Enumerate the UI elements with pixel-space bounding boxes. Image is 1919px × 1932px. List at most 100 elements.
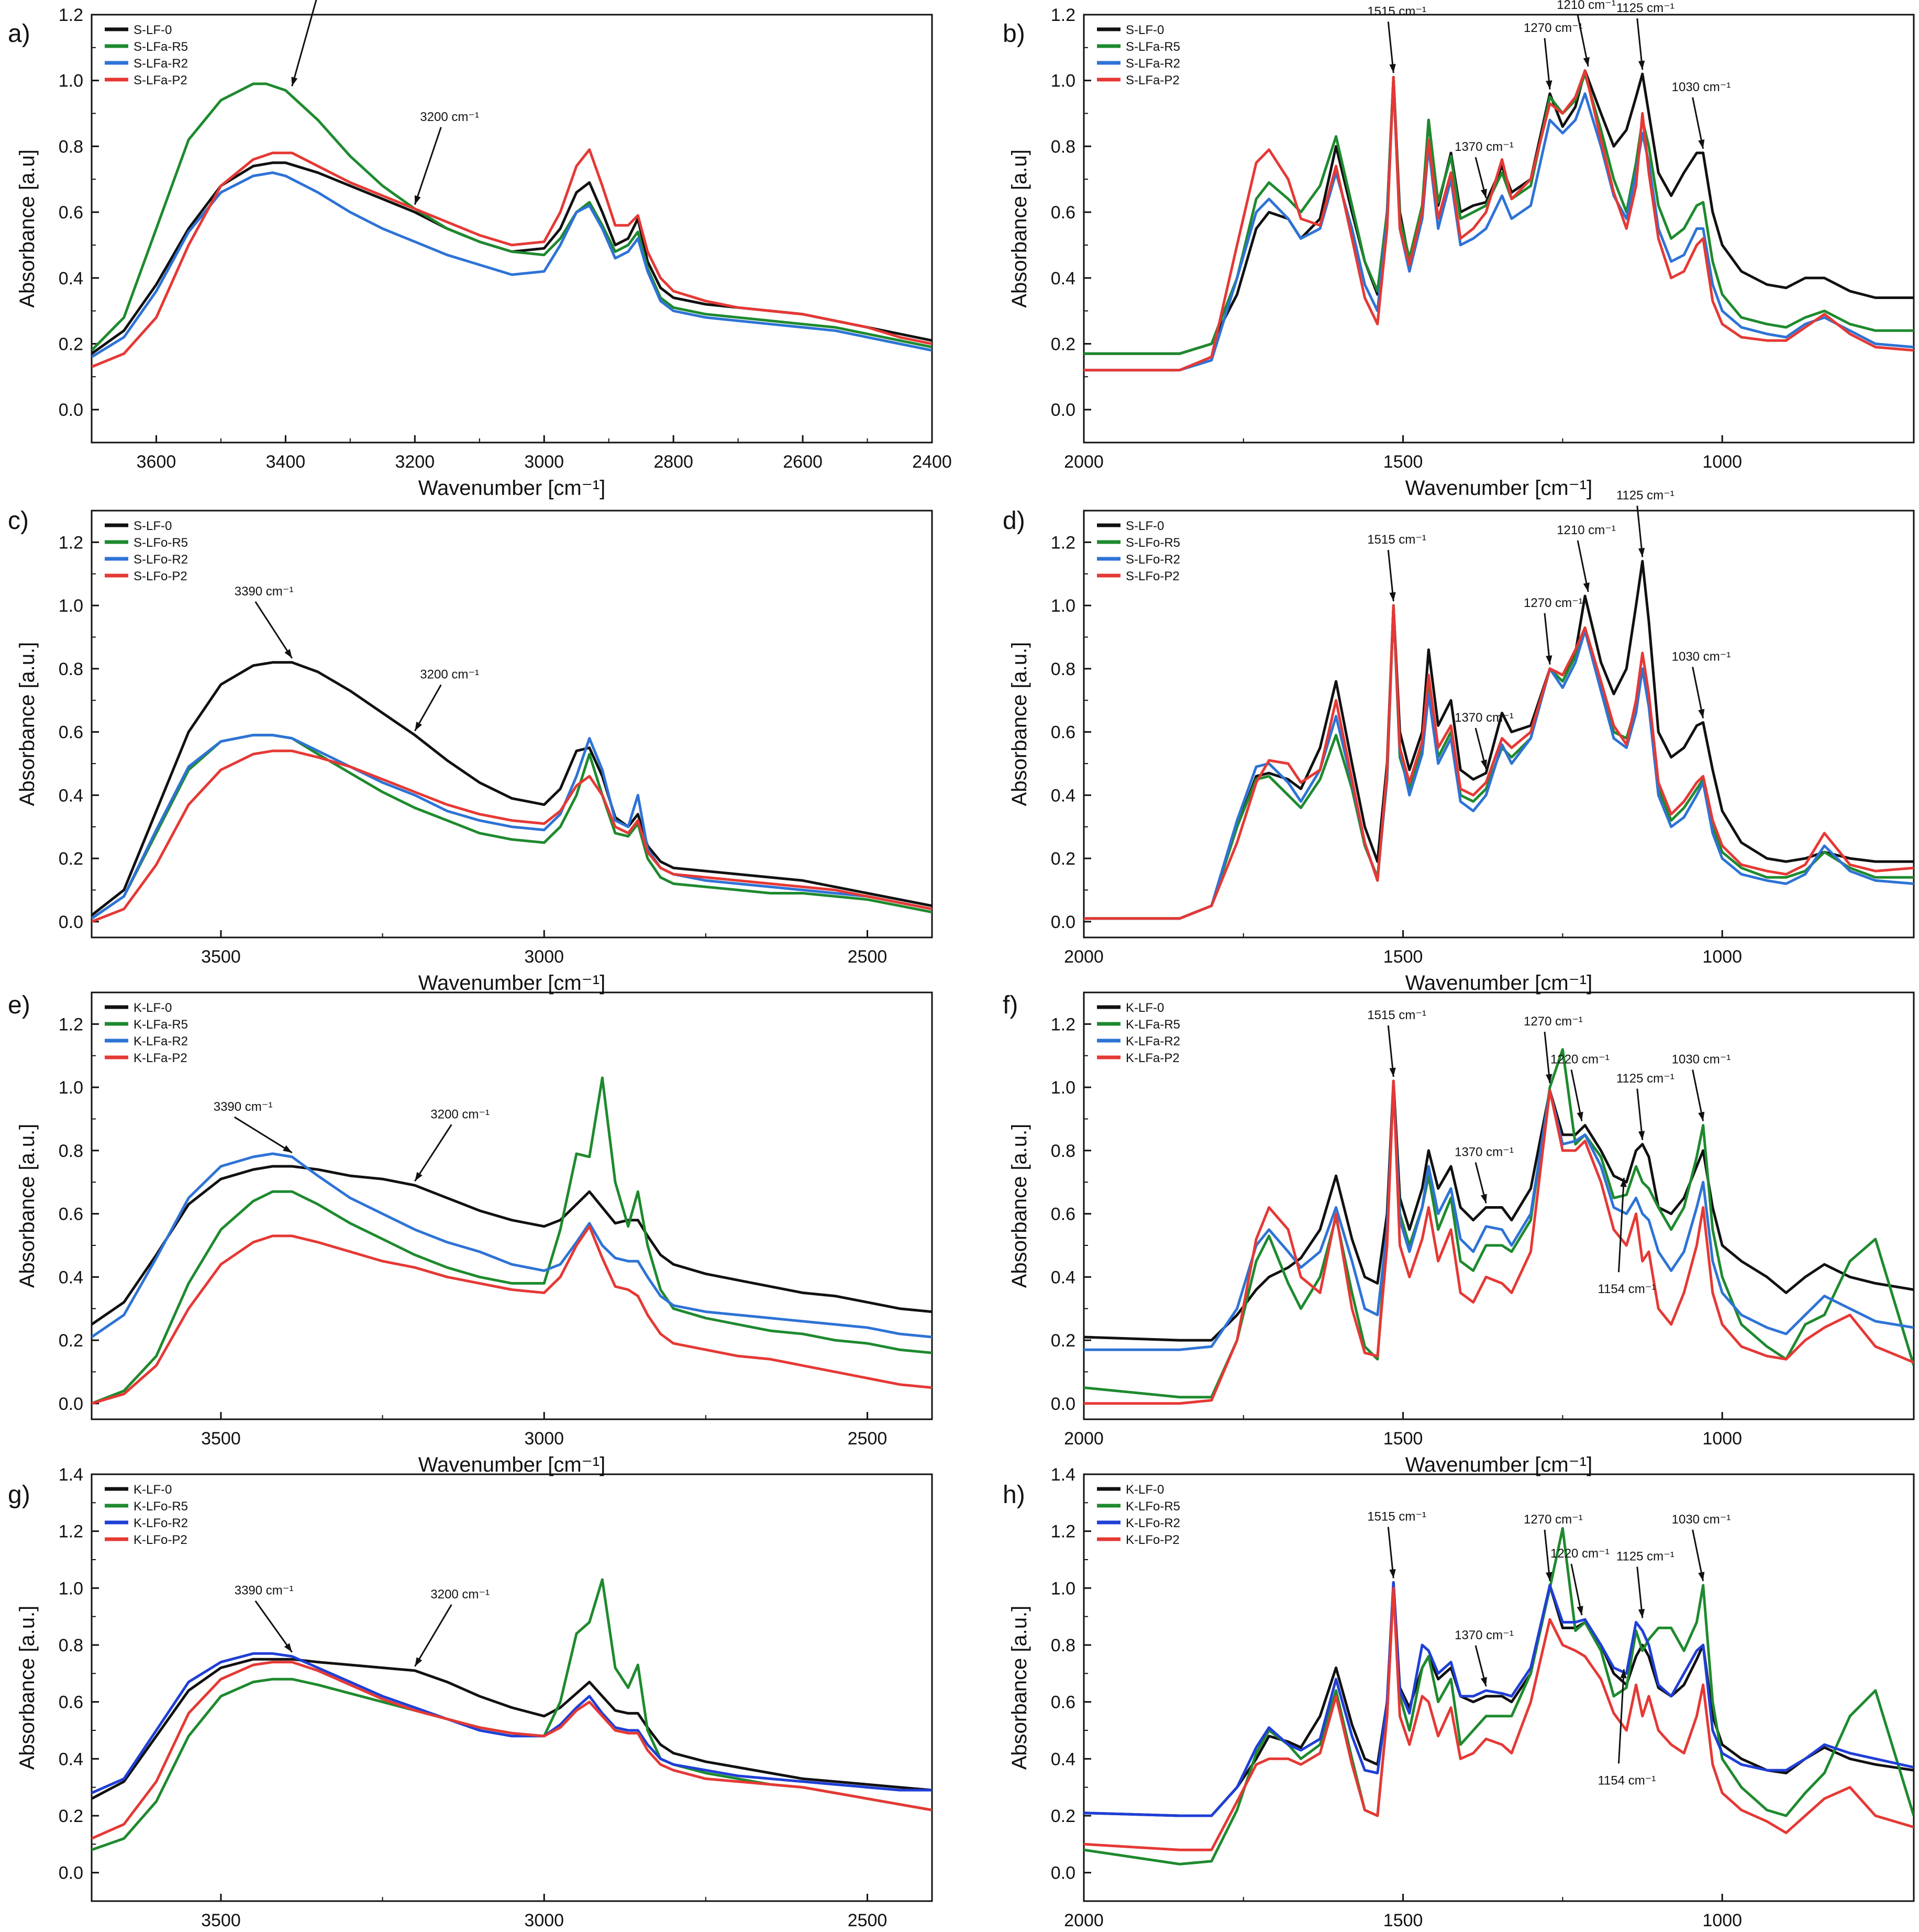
series-line-K-LFo-R5 <box>92 1578 932 1851</box>
y-tick-label: 1.2 <box>59 5 83 25</box>
y-tick-label: 1.0 <box>1051 596 1075 616</box>
legend-entry: S-LFo-R5 <box>1126 536 1180 550</box>
panel-label: b) <box>1003 20 1025 48</box>
series-line-S-LF-0 <box>92 661 932 917</box>
annotation-arrow <box>414 1604 452 1667</box>
annotation-label: 3390 cm⁻¹ <box>235 1584 294 1598</box>
annotation-label: 1125 cm⁻¹ <box>1616 1550 1674 1564</box>
y-tick-label: 0.4 <box>59 786 83 805</box>
annotation-arrowhead <box>414 195 421 205</box>
series-line-K-LFa-P2 <box>1084 1079 1914 1405</box>
y-tick-label: 1.0 <box>59 1078 83 1098</box>
y-tick-label: 0.8 <box>59 1141 83 1161</box>
y-tick-label: 1.0 <box>59 596 83 616</box>
plot-frame <box>1083 14 1915 444</box>
series-line-S-LFa-P2 <box>92 148 932 368</box>
x-tick-label: 1000 <box>1702 947 1742 967</box>
y-tick-label: 0.0 <box>1051 1863 1075 1883</box>
x-axis-label: Wavenumber [cm⁻¹] <box>1405 1453 1592 1476</box>
legend-entry: S-LF-0 <box>134 23 172 37</box>
series-line-K-LFo-R2 <box>92 1652 932 1794</box>
y-tick-label: 0.8 <box>59 659 83 679</box>
y-tick-label: 1.2 <box>1051 1014 1075 1034</box>
annotation-label: 1270 cm⁻¹ <box>1524 1014 1583 1029</box>
series-line-K-LF-0 <box>92 1165 932 1326</box>
x-tick-label: 1500 <box>1383 947 1423 967</box>
legend-entry: S-LF-0 <box>134 519 172 533</box>
y-tick-label: 1.2 <box>1051 533 1075 553</box>
series-line-S-LFo-R2 <box>1084 604 1914 920</box>
chart-panel-d: d) 0.0 0.2 0.4 0.6 0.8 1.0 1.2 2000 1500 1000 Waven… <box>1003 489 1915 995</box>
annotation-arrowhead <box>1546 655 1552 665</box>
legend-entry: K-LFo-R5 <box>134 1499 188 1514</box>
series-line-K-LF-0 <box>92 1658 932 1800</box>
annotation-arrowhead <box>1638 548 1645 557</box>
y-tick-label: 0.8 <box>1051 659 1075 679</box>
series-line-K-LFa-R2 <box>92 1152 932 1339</box>
legend-entry: S-LF-0 <box>1126 519 1164 533</box>
series-line-K-LFo-P2 <box>1084 1586 1914 1851</box>
legend-entry: K-LFa-P2 <box>1126 1051 1180 1065</box>
y-tick-label: 0.0 <box>59 1863 83 1883</box>
x-tick-label: 2500 <box>848 1429 888 1449</box>
legend-entry: K-LF-0 <box>134 1483 172 1497</box>
y-tick-label: 0.0 <box>59 912 83 932</box>
x-tick-label: 3000 <box>524 452 564 472</box>
y-tick-label: 0.2 <box>1051 1331 1075 1351</box>
series-line-K-LF-0 <box>1084 1079 1914 1342</box>
x-tick-label: 3500 <box>201 1911 241 1930</box>
x-tick-label: 2000 <box>1064 1429 1104 1449</box>
y-tick-label: 1.0 <box>59 71 83 91</box>
annotation-arrowhead <box>1389 1569 1396 1578</box>
y-tick-label: 0.2 <box>1051 334 1075 354</box>
annotation-arrowhead <box>1389 63 1396 73</box>
annotation-arrow <box>414 1124 452 1182</box>
annotation-arrow <box>1617 1669 1625 1764</box>
x-axis-label: Wavenumber [cm⁻¹] <box>418 1453 605 1476</box>
legend-entry: K-LF-0 <box>1126 1001 1164 1015</box>
x-axis-label: Wavenumber [cm⁻¹] <box>1405 477 1592 500</box>
x-tick-label: 2000 <box>1064 1911 1104 1930</box>
legend-entry: S-LFo-P2 <box>134 569 187 583</box>
legend-entry: S-LFo-P2 <box>1126 569 1180 583</box>
y-axis-label: Absorbance [a.u.] <box>16 642 39 807</box>
y-tick-label: 0.2 <box>59 1806 83 1826</box>
x-tick-label: 1000 <box>1702 452 1742 472</box>
annotation-label: 1030 cm⁻¹ <box>1672 1513 1731 1527</box>
annotation-label: 1210 cm⁻¹ <box>1557 0 1616 12</box>
y-tick-label: 1.4 <box>1051 1465 1075 1485</box>
chart-panel-g: g)0.00.20.40.60.81.01.21.4350030002500Wa… <box>8 1465 933 1930</box>
legend-entry: K-LF-0 <box>1126 1483 1164 1497</box>
legend-entry: K-LFo-R2 <box>1126 1516 1180 1530</box>
x-tick-label: 1000 <box>1702 1429 1742 1449</box>
series-line-S-LFa-P2 <box>1084 69 1914 372</box>
y-tick-label: 0.8 <box>59 137 83 157</box>
annotation-label: 1370 cm⁻¹ <box>1455 1145 1514 1160</box>
panel-label: a) <box>8 20 30 48</box>
annotation-label: 1270 cm⁻¹ <box>1524 21 1583 35</box>
series-line-K-LFa-R5 <box>1084 1048 1914 1399</box>
y-tick-label: 0.2 <box>59 849 83 869</box>
annotation-arrowhead <box>1638 1609 1645 1618</box>
annotation-label: 1370 cm⁻¹ <box>1455 711 1514 725</box>
annotation-label: 3200 cm⁻¹ <box>430 1587 490 1602</box>
series-line-K-LFa-R5 <box>92 1076 932 1405</box>
series-line-S-LFa-R5 <box>1084 72 1914 355</box>
annotation-label: 1210 cm⁻¹ <box>1557 523 1616 537</box>
legend-entry: K-LFa-R2 <box>134 1034 188 1048</box>
x-tick-label: 2800 <box>653 452 693 472</box>
y-axis-label: Absorbance [a.u.] <box>1008 642 1031 807</box>
y-tick-label: 0.2 <box>59 334 83 354</box>
chart-panel-f: f) 0.0 0.2 0.4 0.6 0.8 1.0 1.2 2000 1500 1000 Waven… <box>1003 991 1915 1476</box>
y-tick-label: 0.6 <box>59 723 83 743</box>
panel-label: e) <box>8 991 30 1019</box>
plot-frame <box>1083 991 1915 1420</box>
y-tick-label: 0.4 <box>59 1267 83 1287</box>
y-tick-label: 0.6 <box>59 1693 83 1713</box>
panel-label: f) <box>1003 991 1018 1019</box>
annotation-label: 1515 cm⁻¹ <box>1367 1008 1426 1022</box>
legend-entry: K-LFa-R5 <box>1126 1018 1180 1032</box>
annotation-arrowhead <box>1480 759 1487 769</box>
y-tick-label: 0.4 <box>59 269 83 289</box>
annotation-label: 3200 cm⁻¹ <box>420 668 479 682</box>
